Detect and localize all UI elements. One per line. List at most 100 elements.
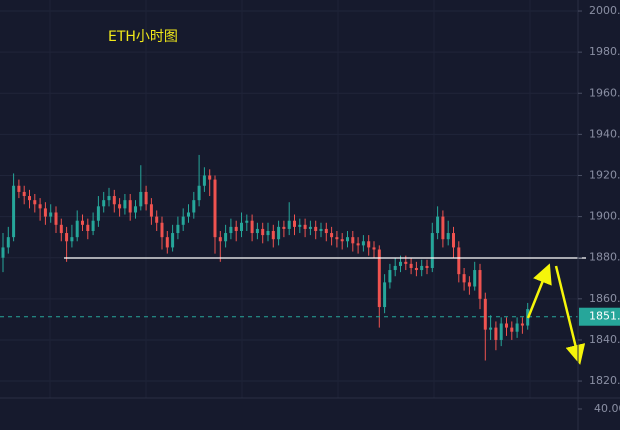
- candle-body: [414, 267, 418, 271]
- candle-body: [208, 175, 212, 180]
- candle-body: [86, 224, 90, 231]
- chart-title: ETH小时图: [108, 29, 178, 45]
- y-tick-label: 2000.0: [589, 4, 620, 17]
- candle-body: [102, 200, 106, 207]
- candle-body: [489, 327, 493, 330]
- candle-body: [420, 265, 424, 271]
- candle-body: [17, 185, 21, 192]
- candle-body: [446, 233, 450, 240]
- candle-body: [139, 191, 143, 207]
- candle-body: [192, 200, 196, 213]
- y-tick-label: 1900.0: [589, 210, 620, 223]
- candle-body: [197, 185, 201, 201]
- y-tick-label: 1840.0: [589, 333, 620, 346]
- candle-body: [91, 220, 95, 231]
- candle-body: [330, 233, 334, 238]
- candle-body: [404, 261, 408, 264]
- candle-body: [520, 323, 524, 326]
- candle-body: [118, 204, 122, 209]
- candle-body: [372, 247, 376, 250]
- candle-body: [245, 220, 249, 223]
- candle-body: [81, 220, 84, 225]
- y-tick-label: 1940.0: [589, 127, 620, 140]
- candle-body: [65, 233, 69, 242]
- candle-body: [505, 323, 508, 328]
- candle-body: [462, 274, 466, 283]
- candle-body: [430, 233, 434, 268]
- candle-body: [213, 179, 217, 238]
- y-tick-label: 1980.0: [589, 45, 620, 58]
- candle-body: [483, 298, 487, 330]
- candle-body: [282, 226, 286, 229]
- candle-body: [298, 224, 302, 227]
- candle-body: [377, 249, 381, 308]
- candle-body: [224, 233, 228, 242]
- candle-body: [202, 175, 206, 186]
- candle-body: [155, 216, 159, 223]
- price-axis: 1820.0 1840.0 1860.0 1880.0 1900.0 1920.0 1940…: [578, 4, 620, 415]
- candle-body: [324, 228, 328, 234]
- candle-body: [176, 224, 180, 234]
- candle-body: [452, 233, 455, 248]
- candle-body: [255, 228, 259, 234]
- candle-body: [457, 247, 461, 275]
- y-tick-label: 1920.0: [589, 168, 620, 181]
- candle-body: [356, 243, 360, 246]
- candle-body: [340, 239, 344, 242]
- candle-body: [314, 226, 318, 231]
- candle-body: [181, 216, 185, 225]
- arrow-up: [526, 263, 552, 319]
- candle-body: [473, 270, 477, 287]
- last-price-box: [579, 307, 620, 326]
- candle-body: [229, 226, 233, 234]
- candle-body: [123, 200, 127, 209]
- candle-body: [510, 327, 514, 332]
- candle-body: [75, 220, 79, 238]
- candle-body: [96, 206, 100, 221]
- y-tick-label: 1820.0: [589, 374, 620, 387]
- candle-body: [43, 208, 47, 217]
- candle-body: [160, 222, 164, 238]
- candle-body: [367, 241, 371, 248]
- last-price-label: 1851.3: [589, 310, 620, 323]
- candle-body: [266, 230, 270, 236]
- candle-body: [22, 191, 26, 197]
- candle-body: [54, 212, 58, 225]
- candle-body: [441, 216, 445, 240]
- candle-body: [70, 237, 74, 242]
- arrow-down: [554, 265, 586, 365]
- candle-body: [494, 327, 498, 340]
- candle-body: [33, 200, 37, 205]
- candle-body: [149, 204, 153, 217]
- candle-body: [171, 233, 175, 248]
- y-tick-label: 1960.0: [589, 86, 620, 99]
- candle-body: [271, 230, 275, 240]
- candle-body: [346, 237, 349, 242]
- candle-body: [59, 224, 63, 234]
- candle-body: [49, 212, 53, 217]
- candle-body: [308, 226, 312, 229]
- grid: [0, 10, 578, 382]
- candle-body: [351, 237, 355, 244]
- candle-body: [250, 220, 254, 234]
- candle-body: [107, 196, 111, 201]
- y-tick-label: 1880.0: [589, 251, 620, 264]
- candle-body: [187, 212, 190, 217]
- candle-body: [28, 196, 31, 201]
- candle-body: [218, 237, 222, 242]
- candle-body: [12, 185, 16, 238]
- candle-body: [128, 200, 132, 213]
- candle-body: [515, 323, 519, 332]
- candle-body: [112, 196, 116, 205]
- candle-body: [144, 191, 148, 205]
- candle-body: [383, 282, 387, 308]
- candle-body: [409, 263, 413, 268]
- candle-body: [6, 237, 10, 248]
- candle-body: [499, 323, 503, 340]
- candle-body: [335, 237, 339, 240]
- y-tick-label: 1860.0: [589, 292, 620, 305]
- candle-body: [393, 265, 397, 271]
- candle-body: [240, 222, 243, 231]
